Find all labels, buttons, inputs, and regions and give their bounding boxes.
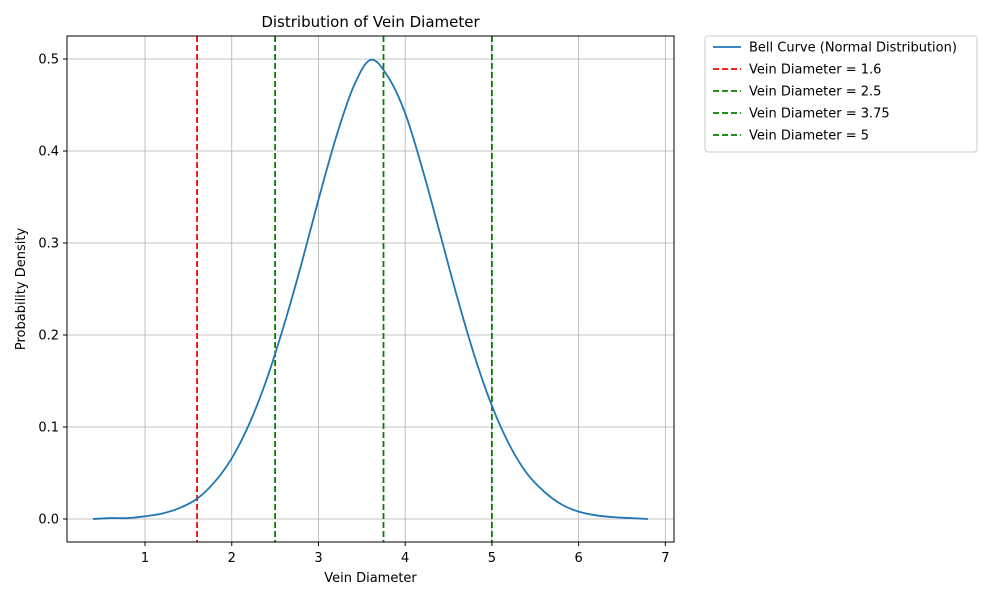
y-tick-label: 0.2	[38, 329, 59, 344]
x-tick-label: 2	[228, 551, 236, 566]
legend-label: Vein Diameter = 3.75	[749, 107, 890, 122]
x-tick-label: 4	[401, 551, 409, 566]
axis-ticks: 1 2 3 4 5 6 7 0.0 0.1 0.2 0.3 0.4 0.5	[38, 53, 669, 567]
legend-label: Vein Diameter = 5	[749, 129, 869, 144]
bell-curve-line	[92, 58, 649, 520]
plot-frame	[66, 35, 675, 543]
y-tick-label: 0.4	[38, 145, 59, 160]
x-axis-label: Vein Diameter	[324, 571, 417, 586]
x-tick-label: 7	[661, 551, 669, 566]
series-lines	[92, 58, 649, 520]
legend: Bell Curve (Normal Distribution) Vein Dia…	[704, 35, 978, 153]
x-tick-label: 5	[488, 551, 496, 566]
reference-lines	[196, 36, 493, 542]
y-tick-label: 0.0	[38, 513, 59, 528]
x-tick-label: 1	[141, 551, 149, 566]
x-tick-label: 3	[314, 551, 322, 566]
grid-lines	[67, 36, 674, 542]
y-axis-label: Probability Density	[14, 228, 29, 351]
legend-label: Vein Diameter = 1.6	[749, 63, 881, 78]
y-tick-label: 0.3	[38, 237, 59, 252]
chart-title: Distribution of Vein Diameter	[261, 13, 480, 31]
legend-label: Bell Curve (Normal Distribution)	[749, 41, 957, 56]
legend-label: Vein Diameter = 2.5	[749, 85, 881, 100]
y-tick-label: 0.5	[38, 53, 59, 68]
legend-box	[704, 35, 978, 153]
y-tick-label: 0.1	[38, 421, 59, 436]
x-tick-label: 6	[574, 551, 582, 566]
